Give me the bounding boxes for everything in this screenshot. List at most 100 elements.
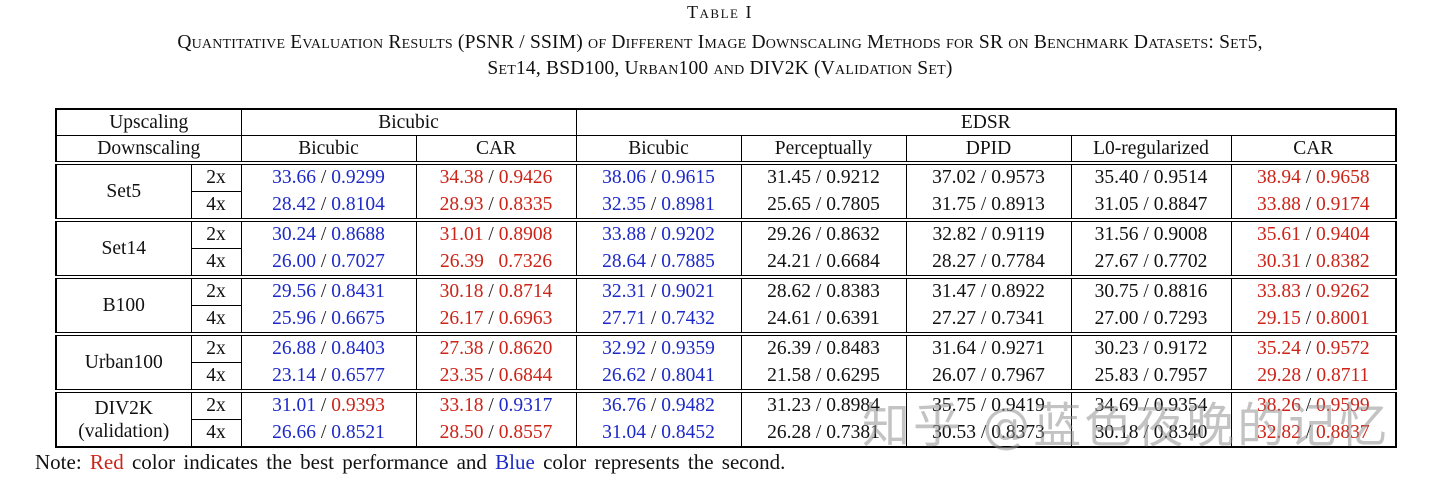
psnr-ssim-cell: 26.39 / 0.8483 [740, 334, 907, 363]
table-number-title: Table I [687, 2, 753, 22]
dataset-label: DIV2K (validation) [55, 391, 192, 447]
table-caption: Quantitative Evaluation Results (PSNR / … [0, 30, 1440, 82]
psnr-ssim-cell: 35.24 / 0.9572 [1230, 334, 1397, 363]
psnr-ssim-cell: 30.24 / 0.8688 [240, 220, 417, 249]
method-header: DPID [905, 135, 1072, 165]
table-row: Urban100 2x 26.88 / 0.8403 27.38 / 0.8620 32… [55, 334, 1397, 393]
psnr-ssim-cell: 36.76 / 0.9482 [575, 391, 742, 420]
psnr-ssim-cell: 30.31 / 0.8382 [1230, 248, 1397, 279]
psnr-ssim-cell: 37.02 / 0.9573 [905, 163, 1072, 192]
dataset-label: Set5 [55, 163, 192, 222]
method-header: Bicubic [575, 135, 742, 165]
psnr-ssim-cell: 28.50 / 0.8557 [415, 419, 577, 447]
psnr-ssim-cell: 24.61 / 0.6391 [740, 305, 907, 336]
table-body: Set5 2x 33.66 / 0.9299 34.38 / 0.9426 38.06 … [55, 163, 1397, 447]
table-row: 4x 26.66 / 0.8521 28.50 / 0.8557 31.04 / 0.… [56, 419, 1397, 447]
psnr-ssim-cell: 33.18 / 0.9317 [415, 391, 577, 420]
psnr-ssim-cell: 31.45 / 0.9212 [740, 163, 907, 192]
note-red-word: Red [89, 450, 124, 474]
table-row: 4x 26.00 / 0.7027 26.39 0.7326 28.64 / 0.78… [56, 248, 1397, 279]
psnr-ssim-cell: 28.93 / 0.8335 [415, 191, 577, 222]
psnr-ssim-cell: 24.21 / 0.6684 [740, 248, 907, 279]
psnr-ssim-cell: 29.15 / 0.8001 [1230, 305, 1397, 336]
psnr-ssim-cell: 30.18 / 0.8340 [1070, 419, 1232, 447]
scale-label: 4x [190, 305, 242, 336]
psnr-ssim-cell: 29.56 / 0.8431 [240, 277, 417, 306]
method-header: Perceptually [740, 135, 907, 165]
table-note: Note: Red color indicates the best perfo… [35, 450, 785, 475]
psnr-ssim-cell: 30.53 / 0.8373 [905, 419, 1072, 447]
scale-label: 4x [190, 191, 242, 222]
method-header: Bicubic [240, 135, 417, 165]
psnr-ssim-cell: 27.67 / 0.7702 [1070, 248, 1232, 279]
psnr-ssim-cell: 26.17 / 0.6963 [415, 305, 577, 336]
psnr-ssim-cell: 27.71 / 0.7432 [575, 305, 742, 336]
group-header-edsr: EDSR [575, 109, 1397, 136]
psnr-ssim-cell: 33.66 / 0.9299 [240, 163, 417, 192]
psnr-ssim-cell: 26.07 / 0.7967 [905, 362, 1072, 393]
dataset-label: B100 [55, 277, 192, 336]
psnr-ssim-cell: 25.83 / 0.7957 [1070, 362, 1232, 393]
table-row: 4x 23.14 / 0.6577 23.35 / 0.6844 26.62 / 0.… [56, 362, 1397, 393]
psnr-ssim-cell: 31.05 / 0.8847 [1070, 191, 1232, 222]
scale-label: 4x [190, 248, 242, 279]
downscaling-header: Downscaling [55, 135, 242, 165]
psnr-ssim-cell: 34.69 / 0.9354 [1070, 391, 1232, 420]
psnr-ssim-cell: 35.40 / 0.9514 [1070, 163, 1232, 192]
psnr-ssim-cell: 31.04 / 0.8452 [575, 419, 742, 447]
note-prefix: Note: [35, 450, 90, 474]
psnr-ssim-cell: 31.75 / 0.8913 [905, 191, 1072, 222]
group-header-bicubic: Bicubic [240, 109, 577, 136]
psnr-ssim-cell: 28.42 / 0.8104 [240, 191, 417, 222]
psnr-ssim-cell: 31.56 / 0.9008 [1070, 220, 1232, 249]
psnr-ssim-cell: 31.23 / 0.8984 [740, 391, 907, 420]
scale-label: 2x [190, 391, 242, 420]
table-row: 4x 28.42 / 0.8104 28.93 / 0.8335 32.35 / 0.… [56, 191, 1397, 222]
table-row: 4x 25.96 / 0.6675 26.17 / 0.6963 27.71 / 0.… [56, 305, 1397, 336]
psnr-ssim-cell: 23.35 / 0.6844 [415, 362, 577, 393]
note-blue-word: Blue [495, 450, 535, 474]
caption-line-2: Set14, BSD100, Urban100 and DIV2K (Valid… [487, 58, 953, 79]
psnr-ssim-cell: 38.94 / 0.9658 [1230, 163, 1397, 192]
psnr-ssim-cell: 26.39 0.7326 [415, 248, 577, 279]
psnr-ssim-cell: 33.83 / 0.9262 [1230, 277, 1397, 306]
method-header: CAR [415, 135, 577, 165]
header-row-upscaling: Upscaling Bicubic EDSR [55, 109, 1397, 136]
psnr-ssim-cell: 30.23 / 0.9172 [1070, 334, 1232, 363]
psnr-ssim-cell: 31.64 / 0.9271 [905, 334, 1072, 363]
scale-label: 2x [190, 277, 242, 306]
psnr-ssim-cell: 26.66 / 0.8521 [240, 419, 417, 447]
dataset-label: Set14 [55, 220, 192, 279]
dataset-label: Urban100 [55, 334, 192, 393]
psnr-ssim-cell: 25.96 / 0.6675 [240, 305, 417, 336]
scale-label: 4x [190, 419, 242, 447]
scale-label: 2x [190, 220, 242, 249]
table-row: B100 2x 29.56 / 0.8431 30.18 / 0.8714 32.31 … [55, 277, 1397, 336]
psnr-ssim-cell: 21.58 / 0.6295 [740, 362, 907, 393]
psnr-ssim-cell: 32.35 / 0.8981 [575, 191, 742, 222]
note-suffix: color represents the second. [534, 450, 786, 474]
table-row: DIV2K (validation) 2x 31.01 / 0.9393 33.18 /… [55, 391, 1397, 447]
psnr-ssim-cell: 27.27 / 0.7341 [905, 305, 1072, 336]
psnr-ssim-cell: 33.88 / 0.9174 [1230, 191, 1397, 222]
psnr-ssim-cell: 31.47 / 0.8922 [905, 277, 1072, 306]
scale-label: 2x [190, 163, 242, 192]
psnr-ssim-cell: 32.31 / 0.9021 [575, 277, 742, 306]
psnr-ssim-cell: 27.00 / 0.7293 [1070, 305, 1232, 336]
psnr-ssim-cell: 27.38 / 0.8620 [415, 334, 577, 363]
psnr-ssim-cell: 29.26 / 0.8632 [740, 220, 907, 249]
scale-label: 2x [190, 334, 242, 363]
psnr-ssim-cell: 26.00 / 0.7027 [240, 248, 417, 279]
psnr-ssim-cell: 32.82 / 0.9119 [905, 220, 1072, 249]
psnr-ssim-cell: 28.62 / 0.8383 [740, 277, 907, 306]
psnr-ssim-cell: 31.01 / 0.9393 [240, 391, 417, 420]
psnr-ssim-cell: 26.28 / 0.7381 [740, 419, 907, 447]
psnr-ssim-cell: 23.14 / 0.6577 [240, 362, 417, 393]
psnr-ssim-cell: 30.75 / 0.8816 [1070, 277, 1232, 306]
scale-label: 4x [190, 362, 242, 393]
psnr-ssim-cell: 34.38 / 0.9426 [415, 163, 577, 192]
caption-line-1: Quantitative Evaluation Results (PSNR / … [177, 32, 1263, 53]
psnr-ssim-cell: 25.65 / 0.7805 [740, 191, 907, 222]
table-row: Set5 2x 33.66 / 0.9299 34.38 / 0.9426 38.06 … [55, 163, 1397, 222]
method-header: L0-regularized [1070, 135, 1232, 165]
